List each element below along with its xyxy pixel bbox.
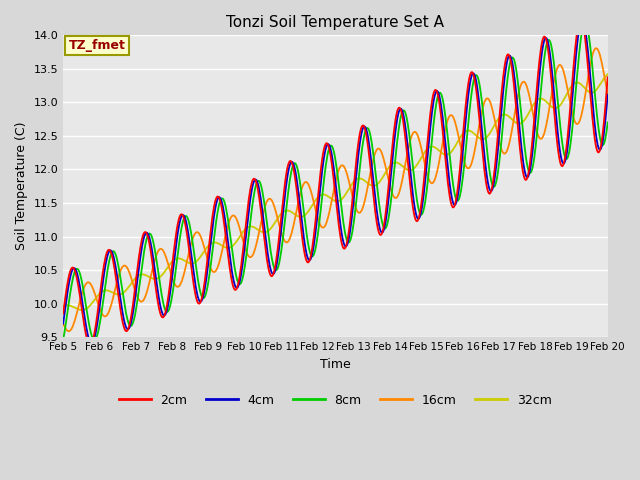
32cm xyxy=(78,307,86,313)
8cm xyxy=(210,236,218,242)
4cm xyxy=(210,214,218,220)
4cm xyxy=(181,215,189,221)
2cm xyxy=(403,144,410,149)
4cm xyxy=(419,204,426,209)
Legend: 2cm, 4cm, 8cm, 16cm, 32cm: 2cm, 4cm, 8cm, 16cm, 32cm xyxy=(115,389,557,412)
16cm xyxy=(593,45,600,51)
16cm xyxy=(60,320,67,326)
8cm xyxy=(403,113,410,119)
16cm xyxy=(403,156,410,162)
16cm xyxy=(604,91,612,96)
2cm xyxy=(210,204,218,210)
Line: 16cm: 16cm xyxy=(63,48,608,331)
2cm xyxy=(60,311,67,316)
32cm xyxy=(126,283,134,288)
8cm xyxy=(90,337,98,343)
4cm xyxy=(87,340,95,346)
8cm xyxy=(581,19,589,25)
8cm xyxy=(419,211,426,217)
8cm xyxy=(69,275,77,281)
8cm xyxy=(60,337,67,343)
32cm xyxy=(181,258,189,264)
4cm xyxy=(69,266,77,272)
4cm xyxy=(126,324,134,330)
Line: 4cm: 4cm xyxy=(63,20,608,343)
2cm xyxy=(419,194,426,200)
16cm xyxy=(210,269,218,275)
8cm xyxy=(181,214,189,219)
Line: 32cm: 32cm xyxy=(63,74,608,310)
32cm xyxy=(69,304,77,310)
2cm xyxy=(69,265,77,271)
8cm xyxy=(126,323,134,328)
2cm xyxy=(86,342,94,348)
Line: 8cm: 8cm xyxy=(63,22,608,340)
2cm xyxy=(126,321,134,326)
Text: TZ_fmet: TZ_fmet xyxy=(68,39,125,52)
16cm xyxy=(181,266,189,272)
32cm xyxy=(403,166,410,172)
32cm xyxy=(210,240,218,245)
Y-axis label: Soil Temperature (C): Soil Temperature (C) xyxy=(15,122,28,251)
X-axis label: Time: Time xyxy=(320,358,351,371)
4cm xyxy=(403,131,410,136)
4cm xyxy=(60,321,67,326)
16cm xyxy=(70,321,77,326)
32cm xyxy=(604,72,612,77)
2cm xyxy=(181,220,189,226)
32cm xyxy=(60,303,67,309)
16cm xyxy=(419,149,426,155)
4cm xyxy=(604,92,612,97)
2cm xyxy=(604,74,612,80)
2cm xyxy=(577,16,584,22)
Title: Tonzi Soil Temperature Set A: Tonzi Soil Temperature Set A xyxy=(227,15,444,30)
16cm xyxy=(65,328,72,334)
Line: 2cm: 2cm xyxy=(63,19,608,345)
8cm xyxy=(604,120,612,125)
32cm xyxy=(419,154,426,159)
4cm xyxy=(578,17,586,23)
16cm xyxy=(126,271,134,276)
